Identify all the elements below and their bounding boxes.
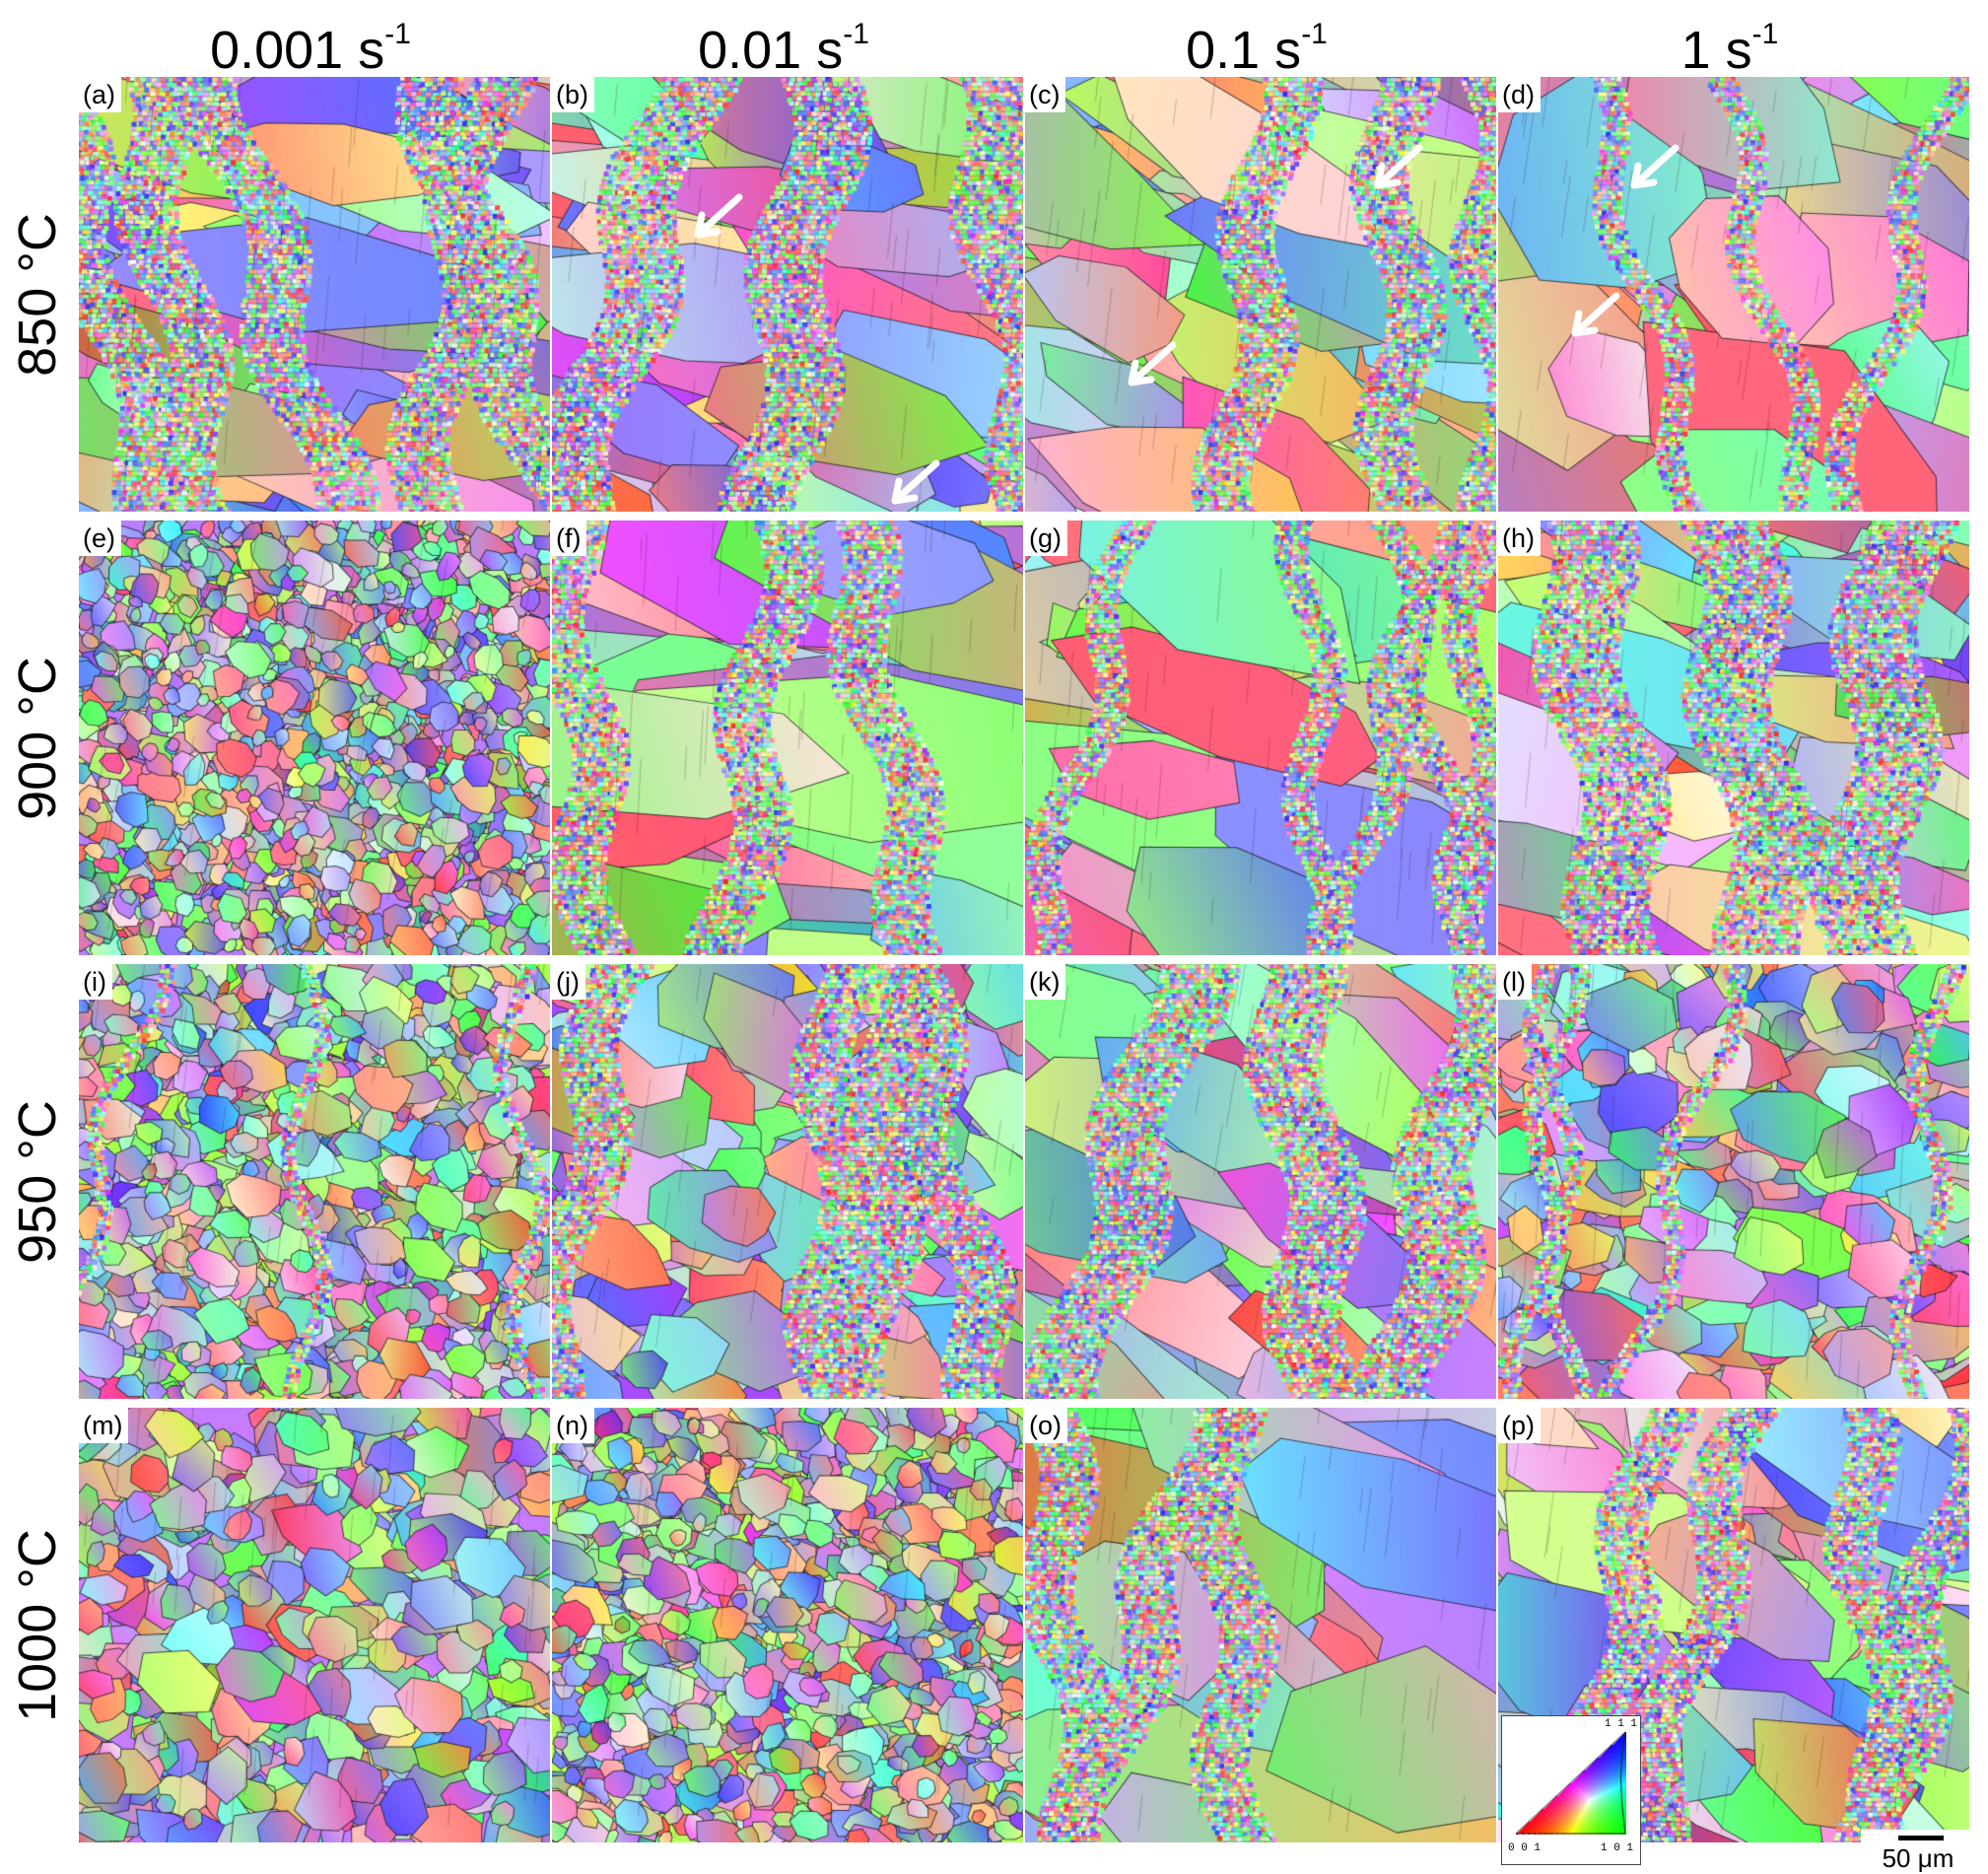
ebsd-panel-f: (f) — [552, 521, 1023, 955]
temperature-text: 950 °C — [8, 1099, 67, 1264]
strain-rate-value: 1 s — [1680, 21, 1752, 80]
white-arrow-icon — [1374, 144, 1423, 189]
white-arrow-icon — [694, 193, 743, 239]
ebsd-orientation-map — [1025, 964, 1496, 1399]
ebsd-orientation-map — [552, 1408, 1023, 1842]
ebsd-orientation-map — [1498, 77, 1969, 512]
ipf-triangle — [1516, 1732, 1626, 1835]
panel-label: (e) — [79, 521, 121, 556]
ebsd-panel-i: (i) — [79, 964, 550, 1399]
white-arrow-icon — [1571, 292, 1620, 337]
white-arrow-icon — [1128, 341, 1177, 386]
strain-rate-exponent: -1 — [1301, 18, 1328, 50]
ebsd-panel-l: (l) — [1498, 964, 1969, 1399]
strain-rate-exponent: -1 — [1751, 18, 1779, 50]
ebsd-panel-k: (k) — [1025, 964, 1496, 1399]
panel-label: (h) — [1498, 521, 1541, 556]
ebsd-orientation-map — [1025, 521, 1496, 955]
ipf-label-001: 0 0 1 — [1508, 1842, 1542, 1854]
ebsd-panel-h: (h) — [1498, 521, 1969, 955]
white-arrow-icon — [891, 459, 940, 505]
temperature-label-3: 950 °C — [0, 964, 75, 1399]
panel-label: (i) — [79, 964, 112, 1000]
strain-rate-exponent: -1 — [384, 18, 411, 50]
ebsd-orientation-map — [79, 1408, 550, 1842]
panel-label: (b) — [552, 77, 594, 112]
panel-label: (l) — [1498, 964, 1532, 1000]
ebsd-panel-j: (j) — [552, 964, 1023, 1399]
ebsd-panel-c: (c) — [1025, 77, 1496, 512]
temperature-label-4: 1000 °C — [0, 1408, 75, 1842]
ebsd-panel-g: (g) — [1025, 521, 1496, 955]
ebsd-orientation-map — [79, 964, 550, 1399]
ebsd-panel-b: (b) — [552, 77, 1023, 512]
strain-rate-value: 0.001 s — [210, 21, 385, 80]
panel-label: (c) — [1025, 77, 1066, 112]
strain-rate-header-3: 0.1 s-1 — [1025, 8, 1488, 80]
temperature-label-1: 850 °C — [0, 77, 75, 512]
ebsd-orientation-map — [1025, 1408, 1496, 1842]
panel-label: (p) — [1498, 1408, 1541, 1443]
strain-rate-header-2: 0.01 s-1 — [552, 8, 1015, 80]
ebsd-panel-m: (m) — [79, 1408, 550, 1842]
ebsd-orientation-map — [79, 77, 550, 512]
panel-label: (k) — [1025, 964, 1066, 1000]
temperature-text: 900 °C — [8, 656, 67, 820]
ebsd-orientation-map — [552, 521, 1023, 955]
ipf-color-key: 0 0 1 1 0 1 1 1 1 — [1501, 1715, 1641, 1865]
ebsd-panel-d: (d) — [1498, 77, 1969, 512]
strain-rate-value: 0.1 s — [1186, 21, 1302, 80]
scale-bar-line — [1898, 1836, 1944, 1840]
ebsd-orientation-map — [552, 77, 1023, 512]
ebsd-panel-a: (a) — [79, 77, 550, 512]
panel-label: (m) — [79, 1408, 129, 1443]
ebsd-panel-p: (p) — [1498, 1408, 1969, 1842]
scale-bar-label: 50 μm — [1882, 1843, 1954, 1873]
ipf-label-111: 1 1 1 — [1605, 1718, 1638, 1730]
panel-label: (j) — [552, 964, 585, 1000]
ebsd-panel-o: (o) — [1025, 1408, 1496, 1842]
panel-label: (f) — [552, 521, 587, 556]
strain-rate-header-1: 0.001 s-1 — [79, 8, 542, 80]
strain-rate-header-4: 1 s-1 — [1498, 8, 1961, 80]
ipf-label-101: 1 0 1 — [1601, 1842, 1634, 1854]
scale-bar: 50 μm — [1861, 1830, 1975, 1873]
ebsd-panel-e: (e) — [79, 521, 550, 955]
panel-label: (n) — [552, 1408, 594, 1443]
ebsd-orientation-map — [1498, 521, 1969, 955]
temperature-text: 1000 °C — [8, 1528, 67, 1722]
panel-label: (d) — [1498, 77, 1541, 112]
ebsd-orientation-map — [1498, 964, 1969, 1399]
strain-rate-value: 0.01 s — [698, 21, 844, 80]
strain-rate-exponent: -1 — [843, 18, 869, 50]
ebsd-orientation-map — [552, 964, 1023, 1399]
panel-label: (g) — [1025, 521, 1067, 556]
ebsd-panel-n: (n) — [552, 1408, 1023, 1842]
temperature-text: 850 °C — [8, 212, 67, 377]
white-arrow-icon — [1630, 144, 1680, 189]
panel-label: (a) — [79, 77, 121, 112]
temperature-label-2: 900 °C — [0, 521, 75, 955]
ebsd-orientation-map — [79, 521, 550, 955]
panel-label: (o) — [1025, 1408, 1067, 1443]
